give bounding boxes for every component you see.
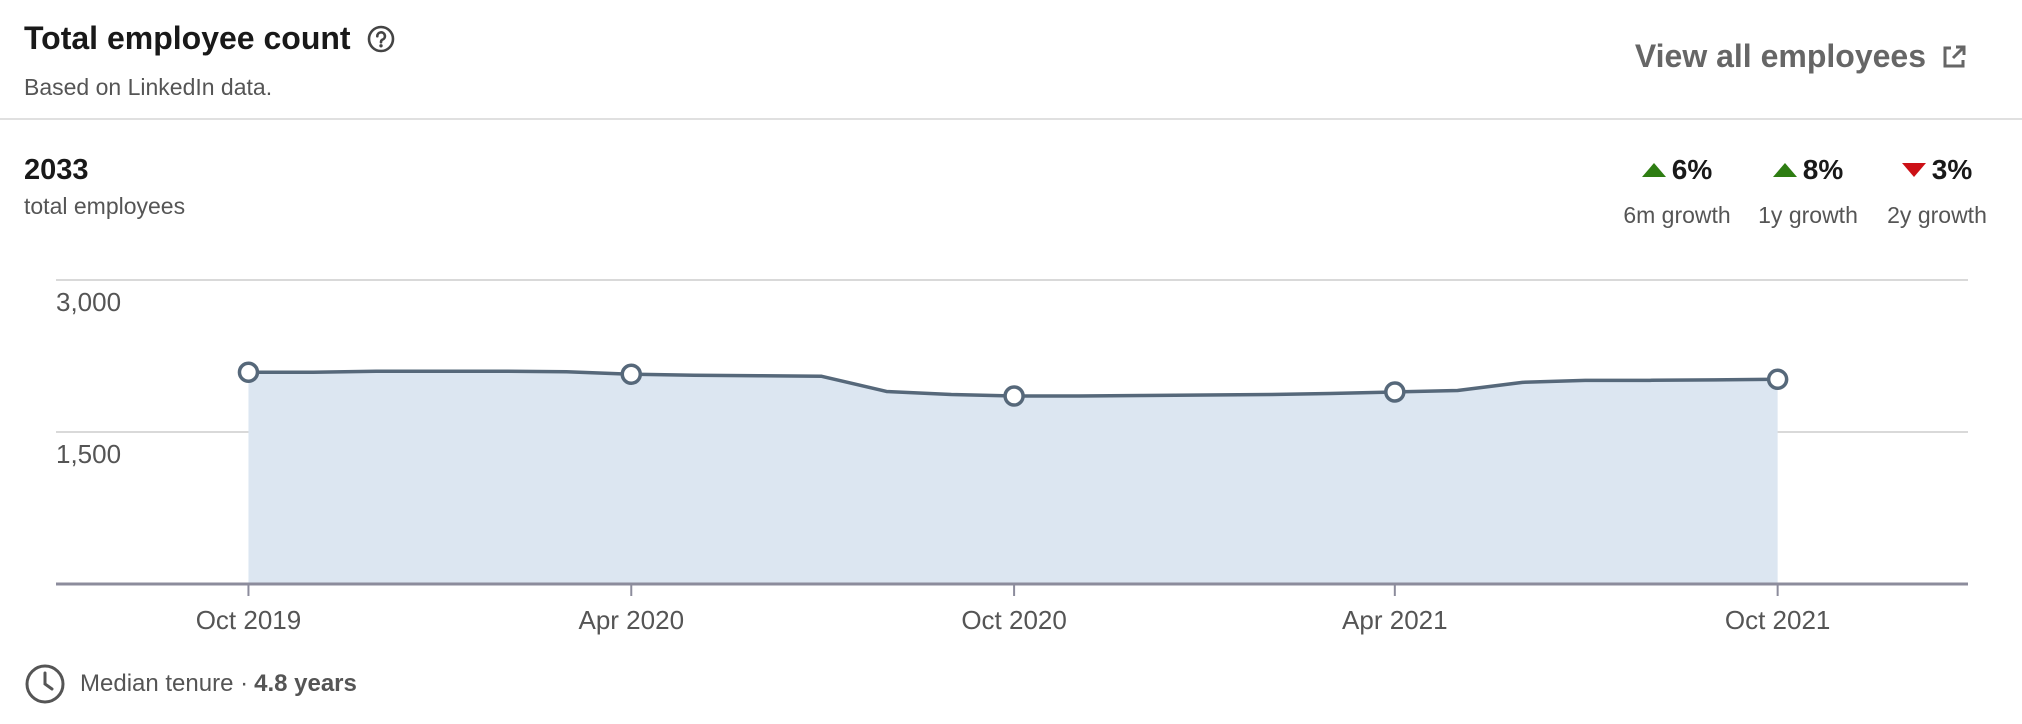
data-point <box>1003 385 1025 407</box>
x-tick-label: Apr 2021 <box>1342 605 1448 635</box>
growth-6m-label: 6m growth <box>1623 202 1731 228</box>
growth-1y-arrow-icon <box>1772 163 1797 177</box>
employee-count-label: total employees <box>24 193 186 219</box>
page-title: Total employee count <box>24 20 351 56</box>
growth-2y-value: 3% <box>1931 154 1973 185</box>
growth-2y-arrow-icon <box>1901 163 1926 177</box>
x-tick-label: Oct 2020 <box>961 605 1067 635</box>
growth-2y: 3% 2y growth <box>1872 154 2002 229</box>
subtitle: Based on LinkedIn data. <box>24 74 273 100</box>
clock-icon <box>25 664 65 704</box>
data-point <box>1384 381 1406 403</box>
view-all-label: View all employees <box>1634 38 1926 74</box>
growth-1y-label: 1y growth <box>1758 202 1858 228</box>
growth-6m: 6% 6m growth <box>1612 154 1742 229</box>
tenure-label: Median tenure <box>80 670 234 697</box>
external-link-icon <box>1943 45 1966 67</box>
employee-count: 2033 <box>24 154 89 186</box>
card-header: Total employee count Based on LinkedIn d… <box>0 0 2022 120</box>
y-tick-label: 3,000 <box>56 287 121 317</box>
median-tenure: Median tenure · 4.8 years <box>24 663 357 705</box>
tenure-separator: · <box>240 670 249 697</box>
growth-1y: 8% 1y growth <box>1743 154 1873 229</box>
help-icon[interactable] <box>366 24 396 54</box>
series-area <box>248 371 1778 584</box>
data-point <box>620 363 643 385</box>
growth-6m-value: 6% <box>1671 154 1713 185</box>
view-all-employees-link[interactable]: View all employees <box>1635 38 1968 75</box>
employee-count-chart: 1,500 3,000 Oct 2019 Apr 2020 Oct 2020 Apr 20… <box>56 279 1968 635</box>
x-tick-label: Oct 2021 <box>1725 605 1831 635</box>
growth-2y-label: 2y growth <box>1887 202 1987 228</box>
y-tick-label: 1,500 <box>56 439 121 469</box>
tenure-value: 4.8 years <box>254 670 357 697</box>
data-point <box>1766 368 1789 391</box>
growth-1y-value: 8% <box>1802 154 1844 185</box>
data-point <box>237 361 260 383</box>
x-tick-label: Oct 2019 <box>196 605 302 635</box>
growth-6m-arrow-icon <box>1641 163 1666 177</box>
x-tick-label: Apr 2020 <box>579 605 685 635</box>
